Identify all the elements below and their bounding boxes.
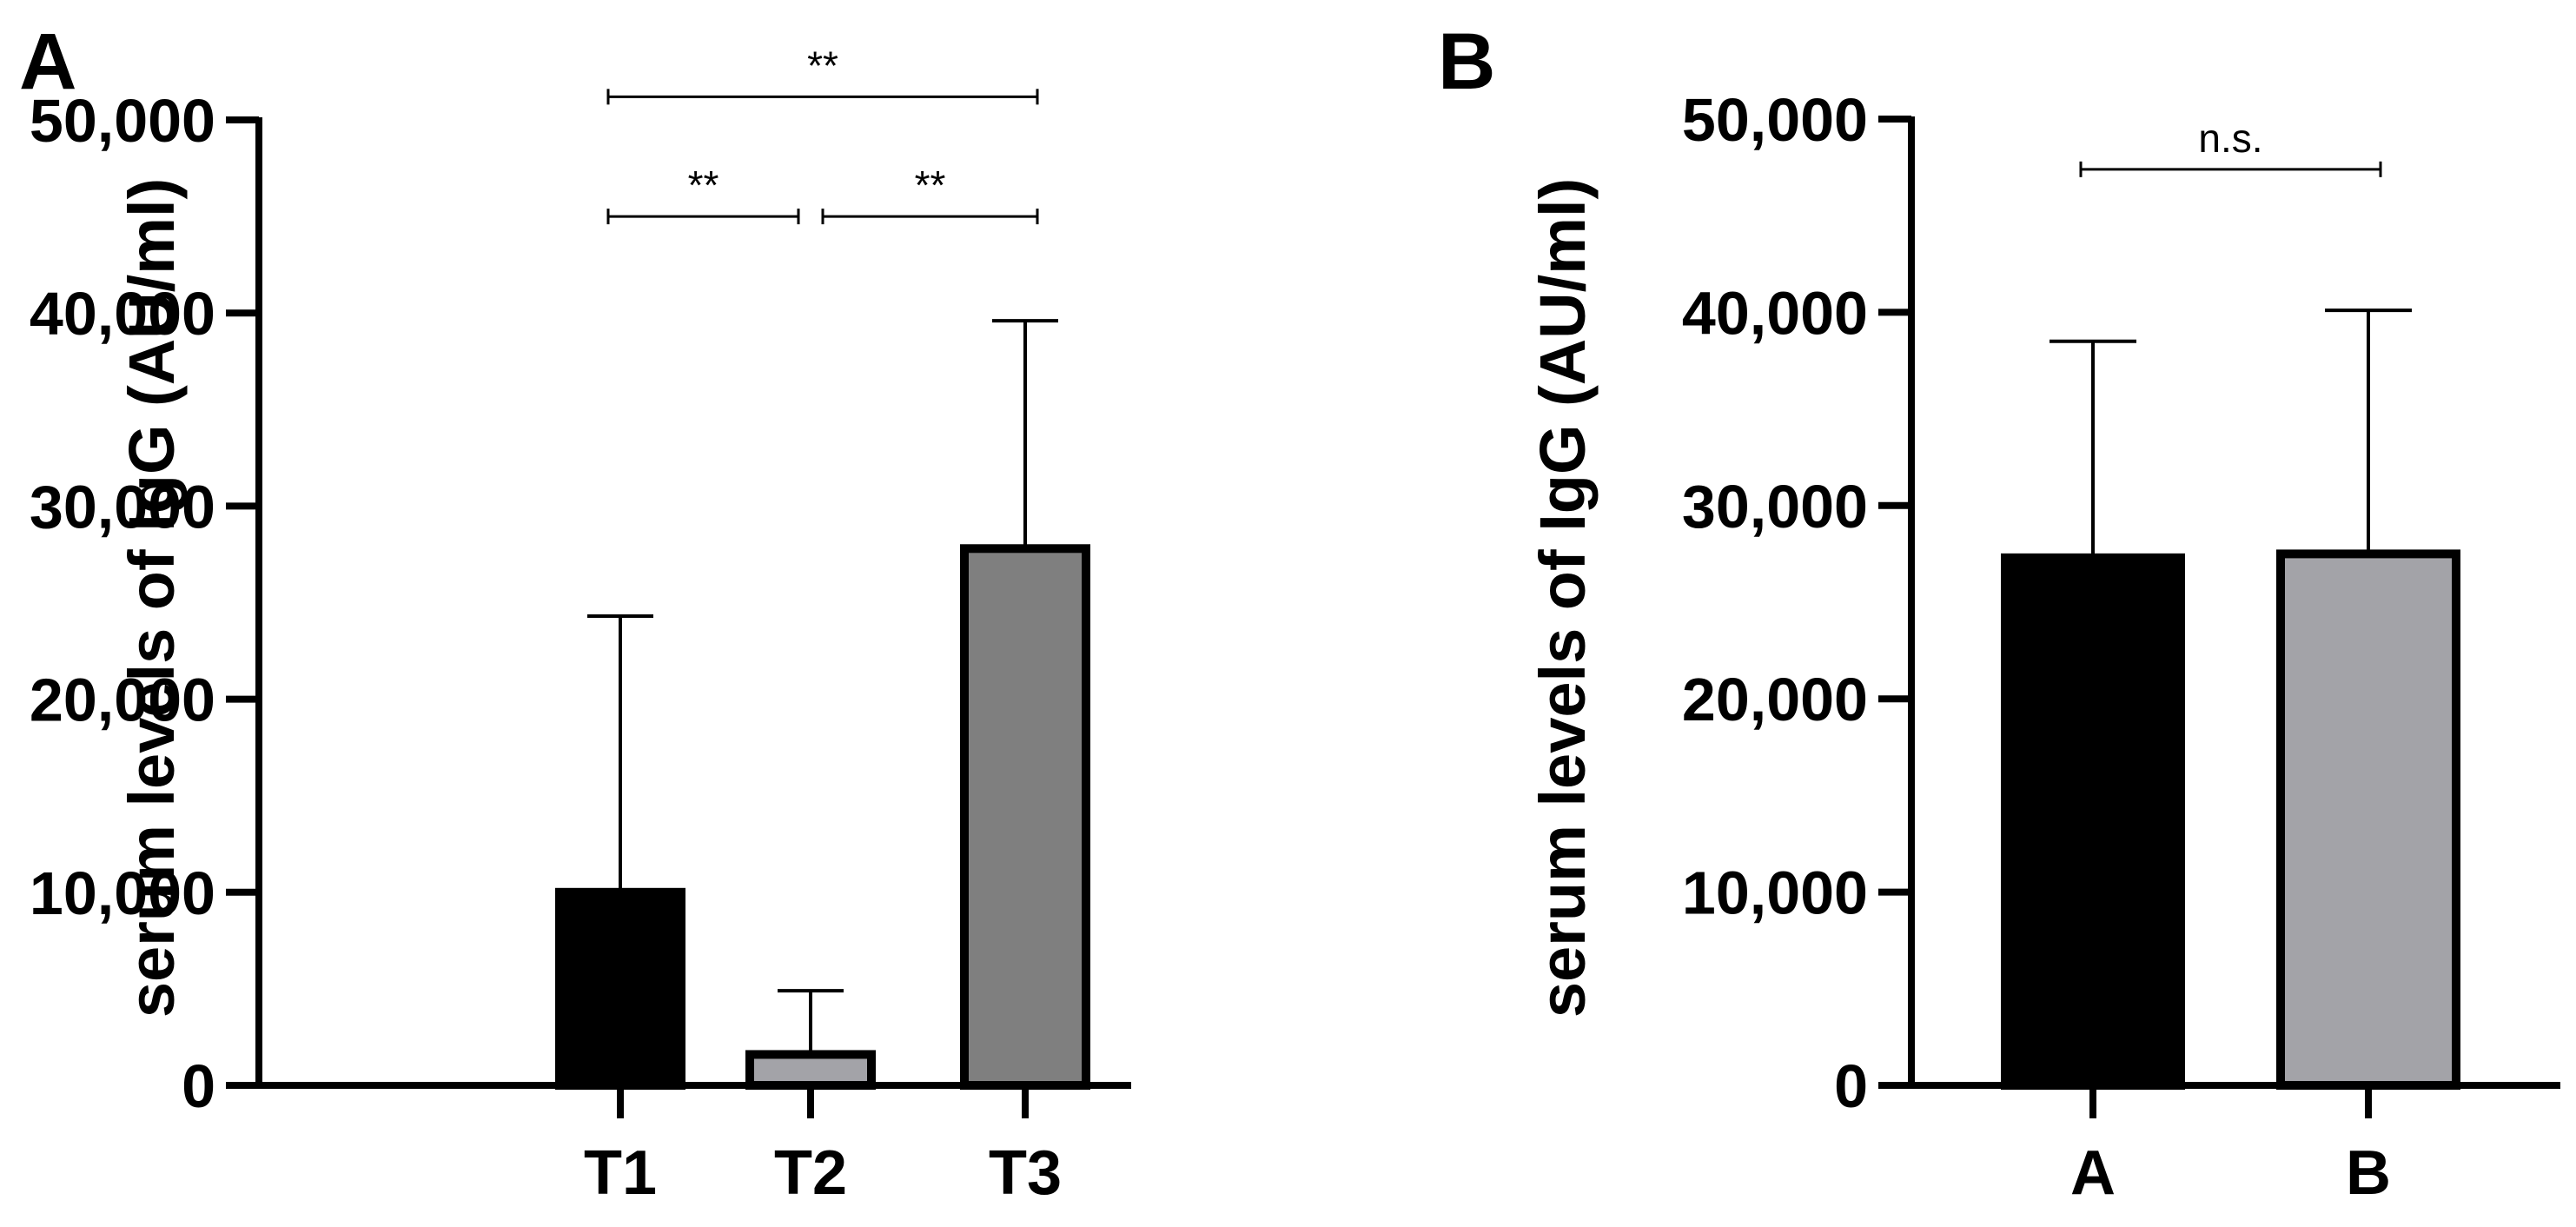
- panel-a-significance-bracket: **: [606, 162, 800, 225]
- panel-a: A serum levels of IgG (AU/ml) 0 10,000 20,…: [19, 17, 1131, 1208]
- panel-a-significance-bracket: **: [821, 162, 1039, 225]
- panel-b-y-tick-label: 10,000: [1682, 859, 1868, 927]
- panel-a-x-tick-label-t2: T2: [774, 1138, 847, 1208]
- panel-b-label: B: [1438, 17, 1495, 106]
- panel-b: B serum levels of IgG (AU/ml) 0 10,000 20,…: [1438, 17, 2560, 1208]
- panel-a-x-tick-label-t1: T1: [584, 1138, 657, 1208]
- panel-a-y-tick-label: 40,000: [30, 280, 215, 348]
- panel-a-y-tick-label: 10,000: [30, 859, 215, 927]
- panel-a-plot: 0 10,000 20,000 30,000 40,000 50,000 T1 T2 T3 ** *…: [30, 43, 1131, 1208]
- panel-b-bar-b: [2276, 549, 2460, 1090]
- panel-b-significance-bracket: n.s.: [2079, 116, 2382, 177]
- panel-a-y-tick-label: 20,000: [30, 667, 215, 734]
- panel-b-x-tick-label-b: B: [2346, 1138, 2391, 1208]
- panel-b-y-tick-label: 30,000: [1682, 473, 1868, 541]
- panel-a-bar-t2: [745, 1050, 876, 1090]
- panel-b-plot: 0 10,000 20,000 30,000 40,000 50,000 A Bn.s.: [1682, 86, 2560, 1208]
- panel-b-y-tick-label: 40,000: [1682, 279, 1868, 347]
- panel-a-y-axis-label: serum levels of IgG (AU/ml): [116, 178, 188, 1018]
- panel-a-y-tick-label: 0: [182, 1052, 215, 1120]
- panel-a-y-tick-label: 30,000: [30, 473, 215, 541]
- panel-a-significance-label: **: [915, 162, 946, 208]
- panel-a-significance-label: **: [807, 43, 838, 88]
- panel-a-significance-bracket: **: [606, 43, 1039, 105]
- panel-b-y-tick-label: 20,000: [1682, 666, 1868, 733]
- panel-b-y-tick-label: 0: [1834, 1052, 1868, 1120]
- panel-a-label: A: [19, 17, 76, 106]
- panel-b-y-axis-label: serum levels of IgG (AU/ml): [1526, 178, 1599, 1018]
- panel-b-significance-label: n.s.: [2198, 116, 2262, 161]
- panel-b-x-tick-label-a: A: [2070, 1138, 2116, 1208]
- panel-b-bar-a: [2001, 553, 2185, 1090]
- panel-a-x-tick-label-t3: T3: [989, 1138, 1062, 1208]
- panel-a-significance-label: **: [688, 162, 719, 208]
- panel-b-y-tick-label: 50,000: [1682, 86, 1868, 154]
- panel-a-y-tick-label: 50,000: [30, 87, 215, 155]
- panel-a-bar-t3: [960, 544, 1090, 1090]
- panel-a-bar-t1: [555, 887, 685, 1091]
